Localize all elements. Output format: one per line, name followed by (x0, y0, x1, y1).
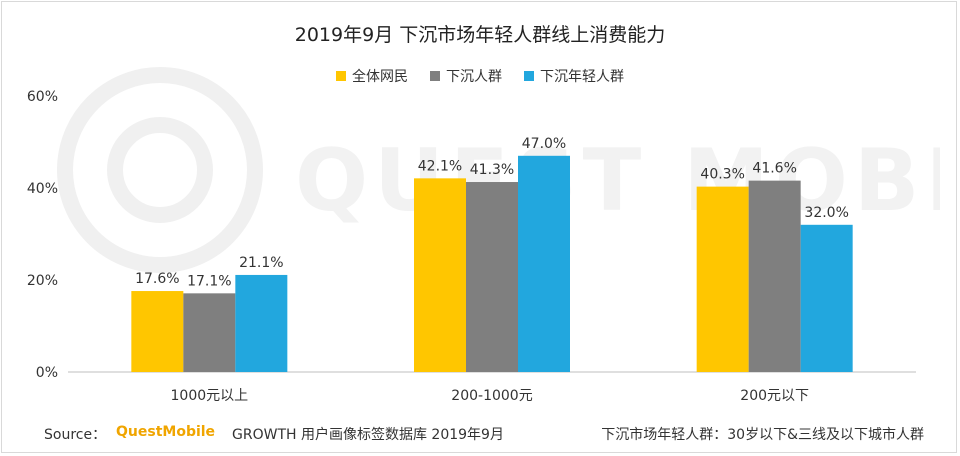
y-tick-label: 20% (27, 273, 58, 289)
legend-item-lower-tier-young: 下沉年轻人群 (524, 66, 624, 86)
data-label: 21.1% (239, 255, 283, 271)
footnote: 下沉市场年轻人群：30岁以下&三线及以下城市人群 (601, 427, 924, 443)
chart-title: 2019年9月 下沉市场年轻人群线上消费能力 (294, 24, 666, 46)
data-label: 17.6% (135, 271, 179, 287)
legend-swatch-gray (430, 71, 440, 81)
legend-swatch-yellow (336, 71, 346, 81)
legend-item-all-netizens: 全体网民 (336, 66, 408, 86)
legend-label: 下沉年轻人群 (540, 69, 624, 85)
data-label: 42.1% (418, 158, 462, 174)
data-label: 17.1% (187, 273, 231, 289)
source-label: Source： (44, 427, 107, 443)
y-tick-label: 40% (27, 181, 58, 197)
x-tick-label: 200元以下 (740, 388, 809, 404)
legend-label: 全体网民 (352, 69, 408, 85)
data-label: 32.0% (804, 205, 848, 221)
legend-item-lower-tier: 下沉人群 (430, 66, 502, 86)
bar (800, 224, 853, 372)
bar (518, 155, 570, 372)
x-tick-label: 1000元以上 (171, 388, 249, 404)
bar (696, 186, 749, 372)
data-label: 41.3% (470, 162, 514, 178)
y-tick-label: 0% (36, 365, 58, 381)
legend-swatch-blue (524, 71, 534, 81)
bar (183, 293, 236, 372)
bar (466, 182, 518, 372)
chart-legend: 全体网民 下沉人群 下沉年轻人群 (0, 66, 960, 86)
brand-name: QuestMobile (116, 424, 216, 440)
bar (235, 274, 288, 372)
x-tick-label: 200-1000元 (451, 388, 532, 404)
bar (131, 291, 184, 372)
source-description: GROWTH 用户画像标签数据库 2019年9月 (232, 427, 504, 443)
footer: Source： QuestMobile GROWTH 用户画像标签数据库 201… (44, 424, 924, 444)
data-label: 41.6% (752, 161, 796, 177)
data-label: 47.0% (522, 136, 566, 152)
data-label: 40.3% (700, 167, 744, 183)
bar (414, 178, 466, 372)
legend-label: 下沉人群 (446, 69, 502, 85)
y-tick-label: 60% (27, 89, 58, 105)
bar (748, 180, 801, 372)
